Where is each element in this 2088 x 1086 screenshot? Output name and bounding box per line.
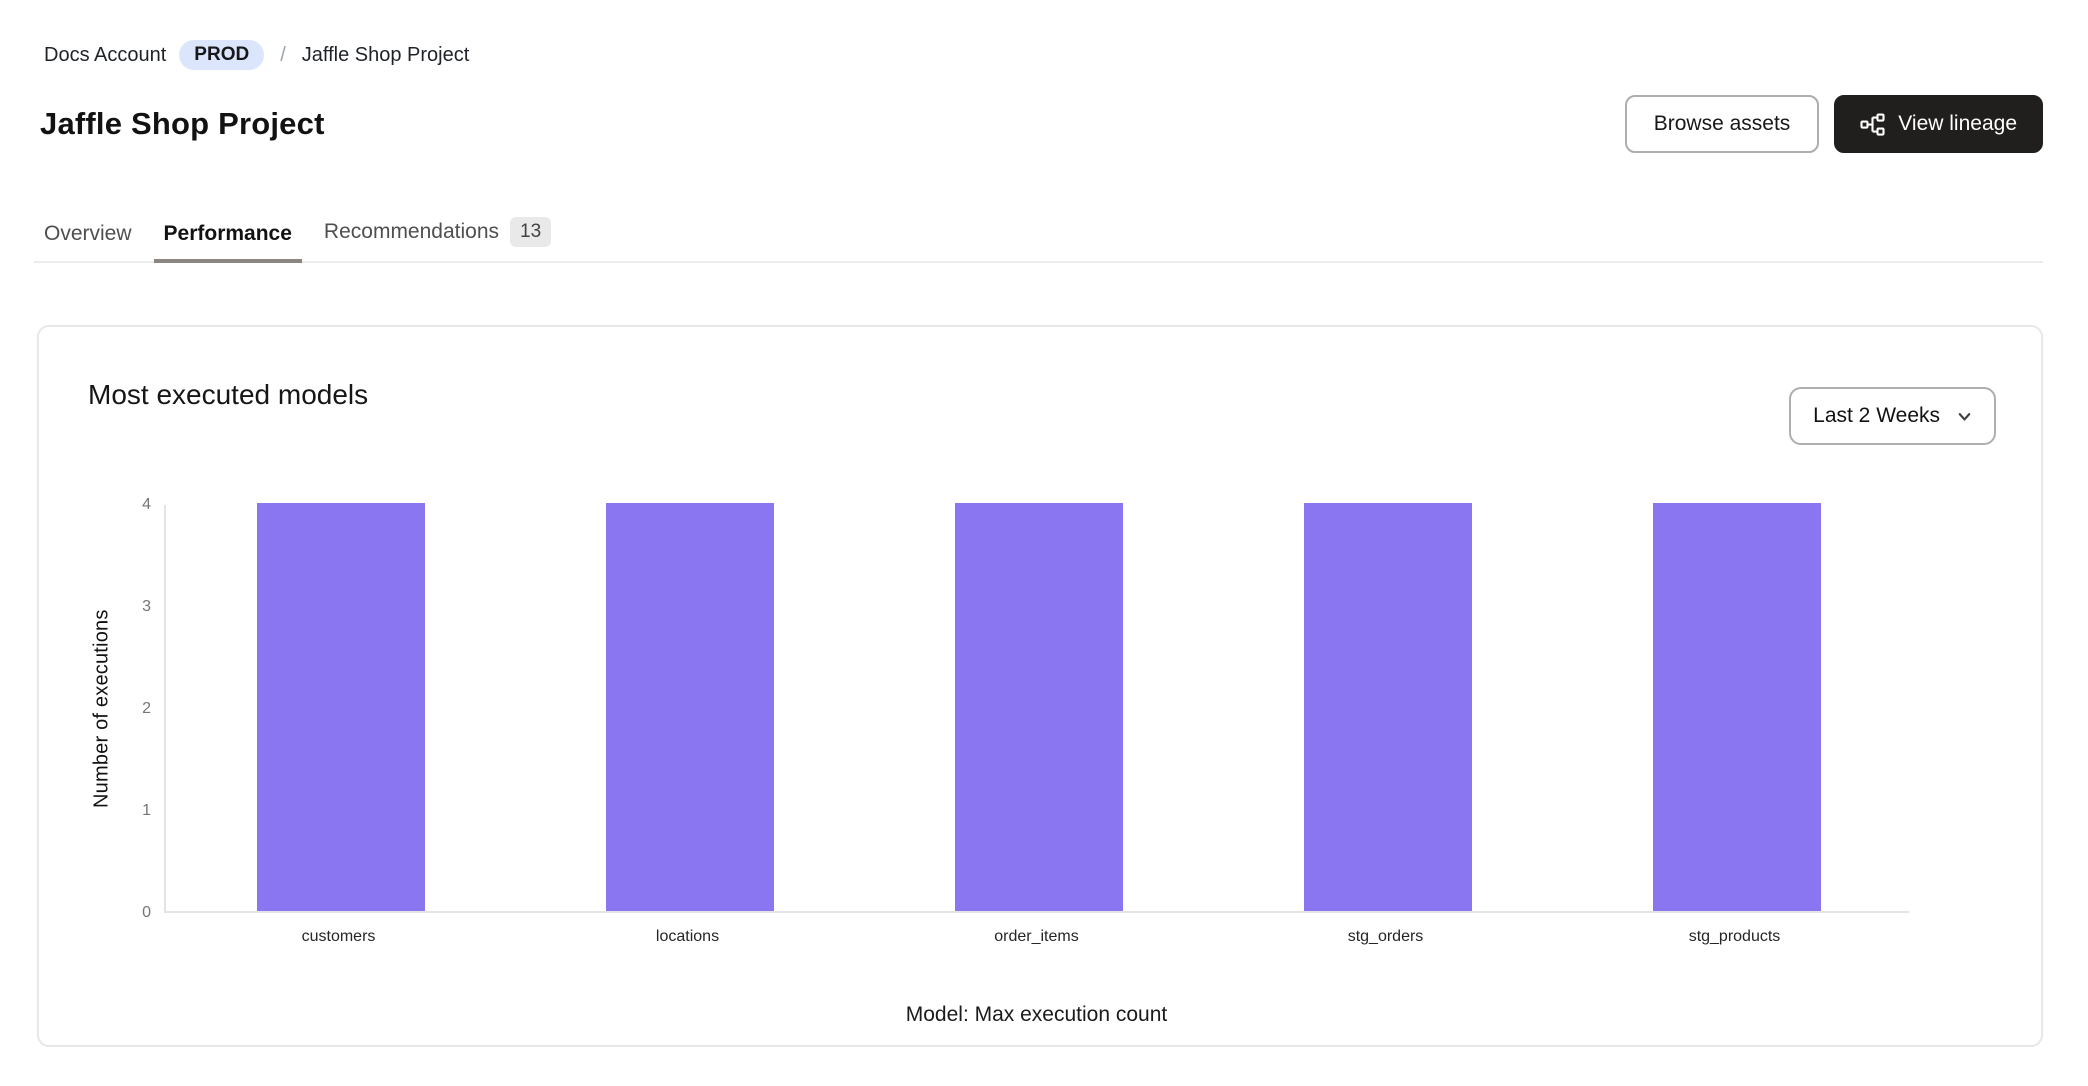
header-actions: Browse assets View lineage	[1624, 95, 2043, 153]
view-lineage-button[interactable]: View lineage	[1834, 95, 2043, 153]
browse-assets-label: Browse assets	[1653, 112, 1791, 135]
time-range-dropdown[interactable]: Last 2 Weeks	[1789, 387, 1996, 445]
bar-stg_products[interactable]	[1652, 503, 1821, 911]
y-tick-label: 3	[142, 598, 151, 615]
recommendations-count-badge: 13	[510, 217, 552, 247]
breadcrumb-project-link[interactable]: Jaffle Shop Project	[301, 43, 470, 66]
bar-customers[interactable]	[256, 503, 425, 911]
tab-performance[interactable]: Performance	[153, 221, 303, 263]
x-category-label: stg_products	[1688, 928, 1781, 945]
page-title: Jaffle Shop Project	[40, 106, 325, 141]
card-title: Most executed models	[88, 379, 369, 410]
x-category-label: stg_orders	[1347, 928, 1424, 945]
tab-recommendations[interactable]: Recommendations 13	[314, 217, 561, 261]
browse-assets-button[interactable]: Browse assets	[1624, 95, 1820, 153]
bar-order_items[interactable]	[954, 503, 1123, 911]
lineage-graph-icon	[1860, 112, 1885, 137]
time-range-value: Last 2 Weeks	[1813, 404, 1940, 427]
tab-overview-label: Overview	[44, 222, 132, 245]
bar-chart-plot-area	[164, 503, 1909, 913]
x-category-label: order_items	[994, 928, 1079, 945]
y-tick-label: 1	[142, 802, 151, 819]
chevron-down-icon	[1955, 407, 1974, 426]
x-category-label: customers	[301, 928, 376, 945]
breadcrumb-separator: /	[280, 43, 286, 66]
environment-badge: PROD	[179, 40, 265, 70]
y-tick-label: 4	[142, 496, 151, 513]
view-lineage-label: View lineage	[1898, 112, 2017, 135]
x-axis-title: Model: Max execution count	[905, 1003, 1168, 1026]
bar-locations[interactable]	[605, 503, 774, 911]
bar-stg_orders[interactable]	[1303, 503, 1472, 911]
y-tick-label: 2	[142, 700, 151, 717]
tab-performance-label: Performance	[163, 222, 292, 245]
most-executed-models-card: Most executed models Last 2 Weeks Number…	[37, 325, 2043, 1047]
tab-recommendations-label: Recommendations	[323, 220, 500, 243]
breadcrumb: Docs Account PROD / Jaffle Shop Project	[44, 40, 2043, 70]
y-tick-label: 0	[142, 904, 151, 921]
x-category-label: locations	[655, 928, 720, 945]
tab-overview[interactable]: Overview	[34, 221, 142, 261]
tab-bar: Overview Performance Recommendations 13	[34, 217, 2043, 263]
breadcrumb-account-link[interactable]: Docs Account	[44, 43, 167, 66]
page-header: Jaffle Shop Project Browse assets View l…	[37, 94, 2043, 154]
